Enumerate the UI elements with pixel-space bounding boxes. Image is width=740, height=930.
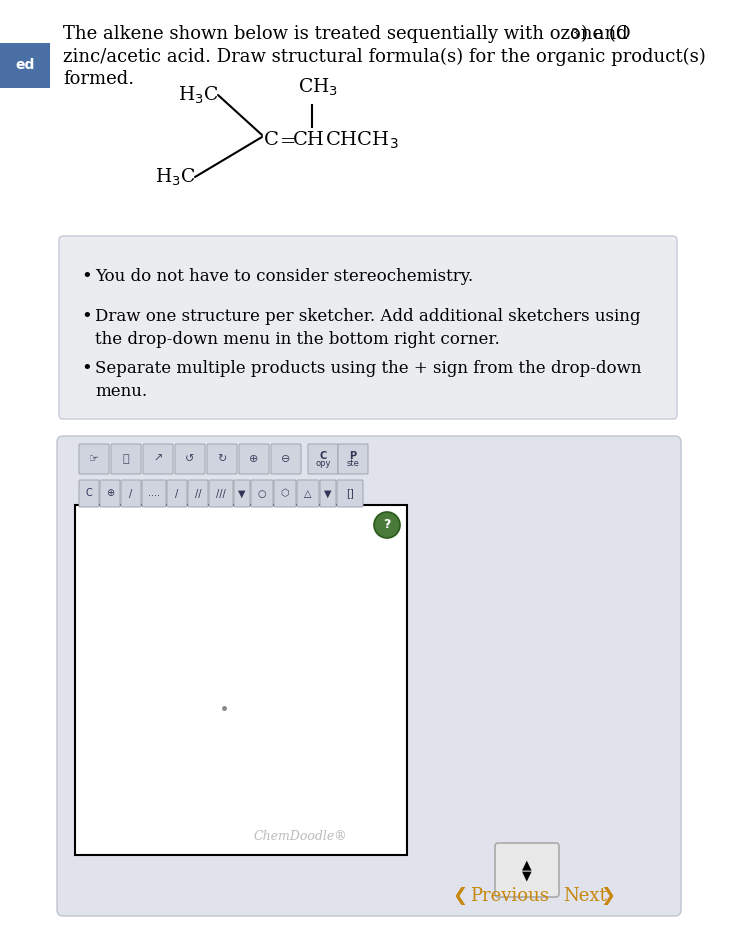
Text: P: P xyxy=(349,451,357,461)
Text: ste: ste xyxy=(346,458,360,468)
FancyBboxPatch shape xyxy=(111,444,141,474)
Text: ⊕: ⊕ xyxy=(249,454,259,464)
Text: []: [] xyxy=(346,488,354,498)
Text: ....: .... xyxy=(148,488,160,498)
Text: H$_3$C: H$_3$C xyxy=(155,166,195,188)
Text: Separate multiple products using the + sign from the drop-down
menu.: Separate multiple products using the + s… xyxy=(95,360,642,400)
FancyBboxPatch shape xyxy=(100,480,120,507)
Text: Next: Next xyxy=(563,887,607,905)
Text: ▲: ▲ xyxy=(522,858,532,871)
Text: ○: ○ xyxy=(258,488,266,498)
FancyBboxPatch shape xyxy=(320,480,336,507)
FancyBboxPatch shape xyxy=(274,480,296,507)
Text: ❯: ❯ xyxy=(600,887,615,905)
Text: ▼: ▼ xyxy=(238,488,246,498)
FancyBboxPatch shape xyxy=(79,480,99,507)
FancyBboxPatch shape xyxy=(297,480,319,507)
FancyBboxPatch shape xyxy=(75,505,407,855)
Text: CH: CH xyxy=(293,131,325,149)
Text: C: C xyxy=(264,131,279,149)
Text: The alkene shown below is treated sequentially with ozone (O: The alkene shown below is treated sequen… xyxy=(63,25,630,44)
Text: ❮: ❮ xyxy=(453,887,468,905)
Text: ↻: ↻ xyxy=(218,454,226,464)
Text: You do not have to consider stereochemistry.: You do not have to consider stereochemis… xyxy=(95,268,473,285)
FancyBboxPatch shape xyxy=(142,480,166,507)
Text: ⬡: ⬡ xyxy=(280,488,289,498)
Text: ChemDoodle®: ChemDoodle® xyxy=(254,830,348,843)
Text: /: / xyxy=(175,488,178,498)
Text: ) and: ) and xyxy=(581,25,628,43)
Text: 📋: 📋 xyxy=(123,454,130,464)
FancyBboxPatch shape xyxy=(121,480,141,507)
Text: 3: 3 xyxy=(571,28,579,41)
Text: C: C xyxy=(320,451,326,461)
Text: ?: ? xyxy=(383,519,391,532)
Circle shape xyxy=(374,512,400,538)
Text: CHCH$_3$: CHCH$_3$ xyxy=(325,129,399,151)
Text: ///: /// xyxy=(216,488,226,498)
Text: $\mathdefault{=}$: $\mathdefault{=}$ xyxy=(276,131,296,149)
Text: •: • xyxy=(81,268,92,286)
FancyBboxPatch shape xyxy=(239,444,269,474)
Text: Draw one structure per sketcher. Add additional sketchers using
the drop-down me: Draw one structure per sketcher. Add add… xyxy=(95,308,641,348)
Text: C: C xyxy=(86,488,92,498)
FancyBboxPatch shape xyxy=(207,444,237,474)
FancyBboxPatch shape xyxy=(308,444,338,474)
FancyBboxPatch shape xyxy=(188,480,208,507)
FancyBboxPatch shape xyxy=(79,444,109,474)
FancyBboxPatch shape xyxy=(57,436,681,916)
FancyBboxPatch shape xyxy=(209,480,233,507)
Text: •: • xyxy=(81,360,92,378)
Text: zinc/acetic acid. Draw structural formula(s) for the organic product(s): zinc/acetic acid. Draw structural formul… xyxy=(63,48,706,66)
FancyBboxPatch shape xyxy=(167,480,187,507)
Text: △: △ xyxy=(304,488,312,498)
FancyBboxPatch shape xyxy=(337,480,363,507)
Text: ↗: ↗ xyxy=(153,454,163,464)
Text: opy: opy xyxy=(315,458,331,468)
Text: ed: ed xyxy=(16,58,35,72)
FancyBboxPatch shape xyxy=(0,43,50,88)
Text: //: // xyxy=(195,488,201,498)
Text: ↺: ↺ xyxy=(185,454,195,464)
Text: ▼: ▼ xyxy=(522,870,532,883)
Text: ⊖: ⊖ xyxy=(281,454,291,464)
FancyBboxPatch shape xyxy=(59,236,677,419)
Text: Previous: Previous xyxy=(470,887,549,905)
Text: ☞: ☞ xyxy=(89,454,99,464)
FancyBboxPatch shape xyxy=(143,444,173,474)
FancyBboxPatch shape xyxy=(175,444,205,474)
Text: /: / xyxy=(130,488,132,498)
FancyBboxPatch shape xyxy=(338,444,368,474)
Text: CH$_3$: CH$_3$ xyxy=(298,76,338,98)
FancyBboxPatch shape xyxy=(251,480,273,507)
FancyBboxPatch shape xyxy=(495,843,559,897)
Text: formed.: formed. xyxy=(63,70,134,88)
FancyBboxPatch shape xyxy=(234,480,250,507)
Text: ⊕: ⊕ xyxy=(106,488,114,498)
Text: H$_3$C: H$_3$C xyxy=(178,85,218,106)
Text: •: • xyxy=(81,308,92,326)
FancyBboxPatch shape xyxy=(271,444,301,474)
Text: ▼: ▼ xyxy=(324,488,332,498)
